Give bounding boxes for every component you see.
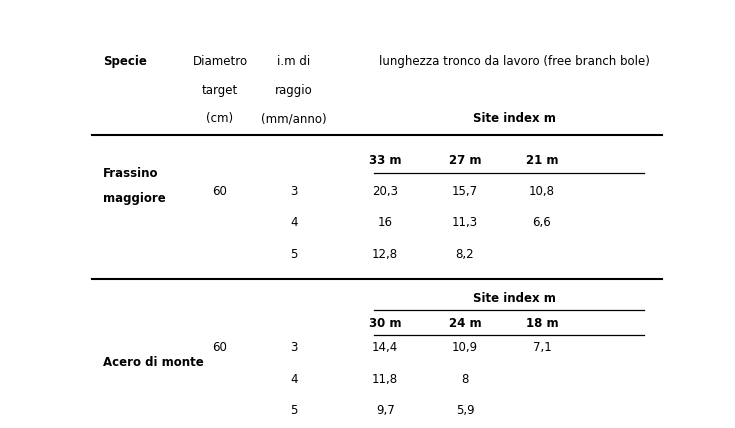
Text: 4: 4: [290, 373, 298, 386]
Text: 18 m: 18 m: [526, 317, 558, 330]
Text: Acero di monte: Acero di monte: [103, 356, 204, 369]
Text: 60: 60: [212, 185, 227, 198]
Text: 27 m: 27 m: [449, 154, 481, 166]
Text: 5: 5: [290, 247, 298, 261]
Text: Diametro: Diametro: [193, 55, 248, 68]
Text: 60: 60: [212, 342, 227, 354]
Text: 20,3: 20,3: [372, 185, 398, 198]
Text: 16: 16: [378, 216, 392, 229]
Text: 12,8: 12,8: [372, 247, 398, 261]
Text: 21 m: 21 m: [526, 154, 558, 166]
Text: 5: 5: [290, 404, 298, 417]
Text: Site index m: Site index m: [473, 292, 556, 305]
Text: 10,8: 10,8: [529, 185, 555, 198]
Text: Specie: Specie: [103, 55, 147, 68]
Text: lunghezza tronco da lavoro (free branch bole): lunghezza tronco da lavoro (free branch …: [379, 55, 650, 68]
Text: 10,9: 10,9: [452, 342, 478, 354]
Text: 11,8: 11,8: [372, 373, 398, 386]
Text: i.m di: i.m di: [278, 55, 311, 68]
Text: raggio: raggio: [275, 84, 313, 98]
Text: 30 m: 30 m: [369, 317, 401, 330]
Text: 8,2: 8,2: [456, 247, 474, 261]
Text: Site index m: Site index m: [473, 113, 556, 125]
Text: 7,1: 7,1: [532, 342, 551, 354]
Text: 24 m: 24 m: [448, 317, 481, 330]
Text: (cm): (cm): [207, 113, 234, 125]
Text: 4: 4: [290, 216, 298, 229]
Text: target: target: [202, 84, 238, 98]
Text: 14,4: 14,4: [372, 342, 398, 354]
Text: 3: 3: [290, 185, 298, 198]
Text: (mm/anno): (mm/anno): [261, 113, 327, 125]
Text: 6,6: 6,6: [532, 216, 551, 229]
Text: 9,7: 9,7: [376, 404, 395, 417]
Text: maggiore: maggiore: [103, 191, 166, 205]
Text: 33 m: 33 m: [369, 154, 401, 166]
Text: 11,3: 11,3: [452, 216, 478, 229]
Text: Frassino: Frassino: [103, 167, 159, 180]
Text: 3: 3: [290, 342, 298, 354]
Text: 15,7: 15,7: [452, 185, 478, 198]
Text: 5,9: 5,9: [456, 404, 474, 417]
Text: 8: 8: [462, 373, 469, 386]
